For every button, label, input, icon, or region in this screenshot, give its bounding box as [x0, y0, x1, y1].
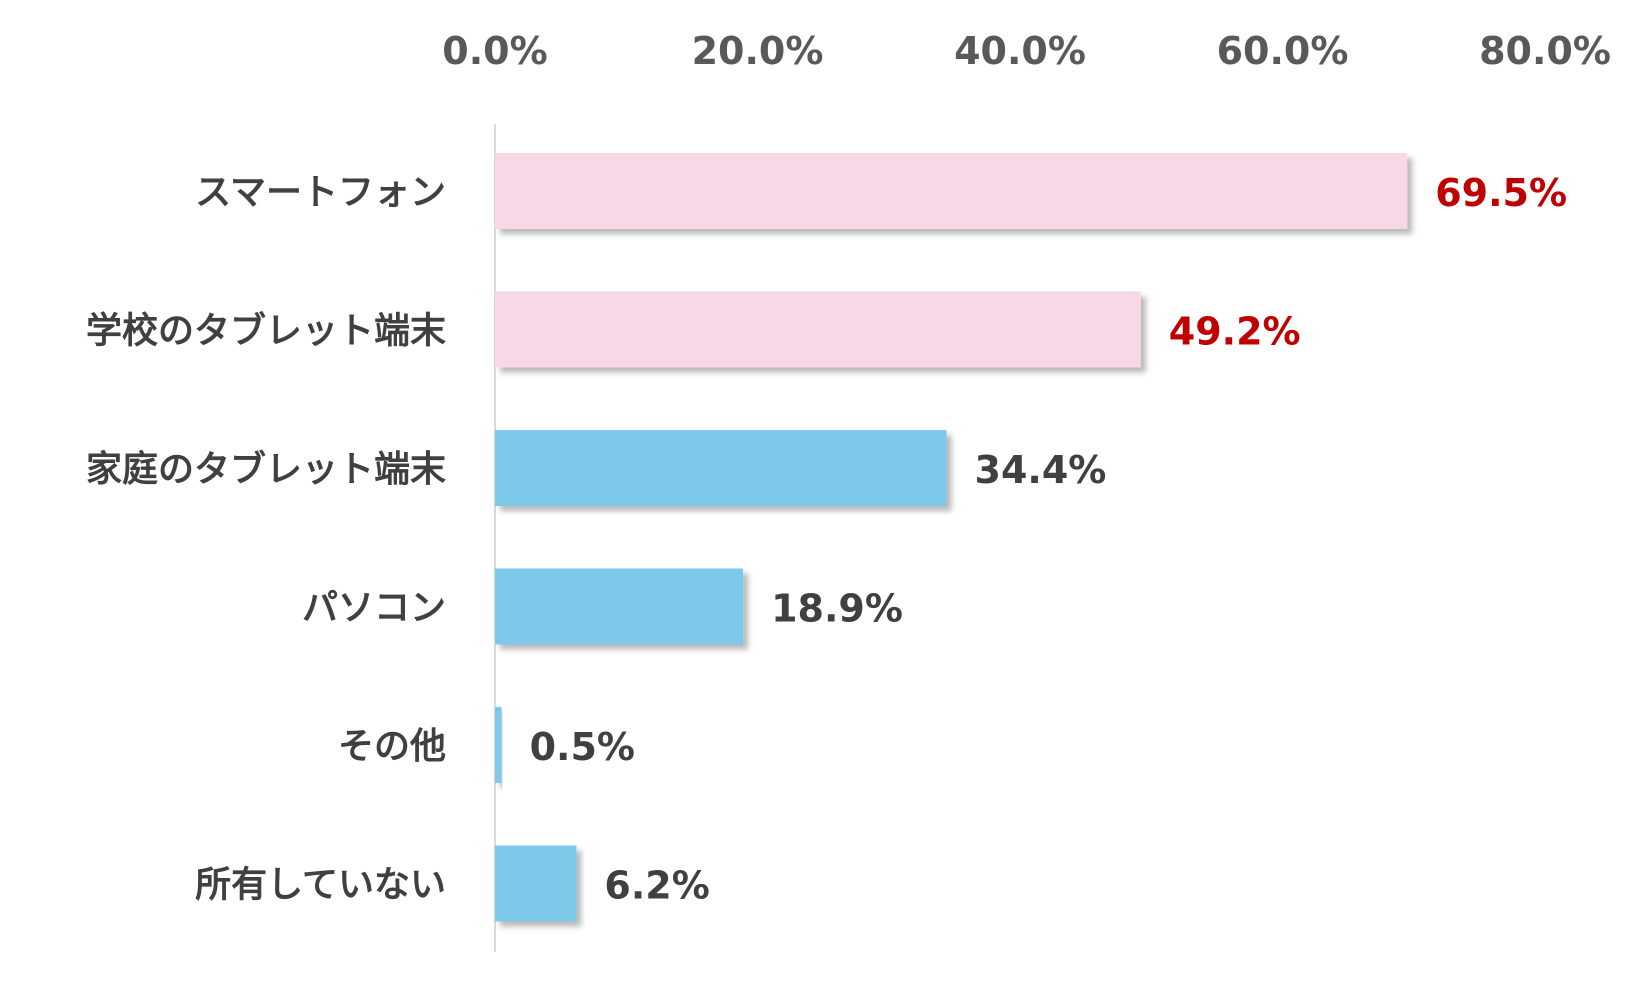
bar: [495, 707, 502, 783]
x-tick-label: 80.0%: [1479, 29, 1611, 73]
bar: [495, 153, 1408, 229]
bar: [495, 291, 1141, 368]
category-label: その他: [338, 726, 446, 767]
category-label: パソコン: [302, 588, 446, 629]
category-label: 所有していない: [195, 865, 446, 906]
bars: [495, 153, 1408, 922]
data-label: 34.4%: [975, 448, 1107, 492]
category-label: 家庭のタブレット端末: [86, 448, 446, 490]
bar: [495, 568, 744, 645]
x-tick-label: 0.0%: [442, 29, 547, 73]
data-label: 0.5%: [530, 725, 635, 769]
data-label: 6.2%: [604, 864, 709, 908]
category-label: 学校のタブレット端末: [86, 310, 446, 352]
x-tick-label: 40.0%: [954, 29, 1086, 73]
x-axis-ticks: 0.0% 20.0% 40.0% 60.0% 80.0%: [442, 29, 1611, 73]
data-label: 18.9%: [771, 587, 903, 631]
x-tick-label: 60.0%: [1217, 29, 1349, 73]
bar: [495, 430, 947, 506]
bar: [495, 845, 577, 922]
x-tick-label: 20.0%: [692, 29, 824, 73]
data-label: 49.2%: [1169, 310, 1301, 354]
category-labels: スマートフォン学校のタブレット端末家庭のタブレット端末パソコンその他所有していな…: [86, 172, 446, 906]
data-label: 69.5%: [1435, 171, 1567, 215]
value-labels: 69.5% 49.2% 34.4% 18.9% 0.5% 6.2%: [530, 171, 1567, 908]
category-label: スマートフォン: [195, 172, 446, 213]
